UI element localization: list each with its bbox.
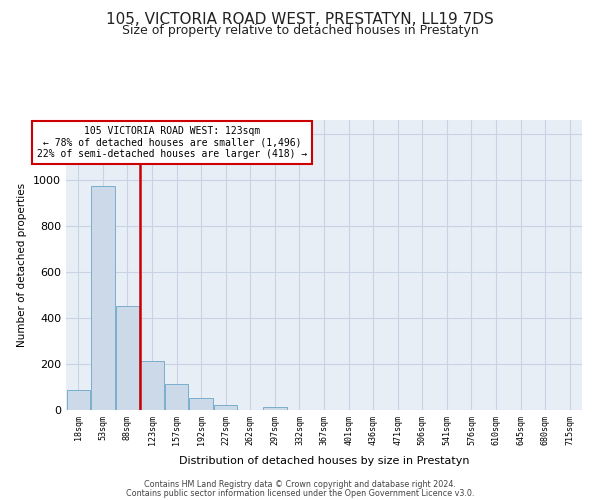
Text: Size of property relative to detached houses in Prestatyn: Size of property relative to detached ho… xyxy=(122,24,478,37)
Y-axis label: Number of detached properties: Number of detached properties xyxy=(17,183,28,347)
Bar xyxy=(91,186,115,410)
Text: Contains public sector information licensed under the Open Government Licence v3: Contains public sector information licen… xyxy=(126,488,474,498)
Text: Contains HM Land Registry data © Crown copyright and database right 2024.: Contains HM Land Registry data © Crown c… xyxy=(144,480,456,489)
Bar xyxy=(165,384,188,410)
Bar xyxy=(214,406,238,410)
Text: 105, VICTORIA ROAD WEST, PRESTATYN, LL19 7DS: 105, VICTORIA ROAD WEST, PRESTATYN, LL19… xyxy=(106,12,494,28)
Bar xyxy=(190,398,213,410)
Bar xyxy=(263,407,287,410)
Bar xyxy=(116,306,139,410)
Bar xyxy=(140,360,164,410)
Text: 105 VICTORIA ROAD WEST: 123sqm
← 78% of detached houses are smaller (1,496)
22% : 105 VICTORIA ROAD WEST: 123sqm ← 78% of … xyxy=(37,126,307,159)
Bar xyxy=(67,390,90,410)
X-axis label: Distribution of detached houses by size in Prestatyn: Distribution of detached houses by size … xyxy=(179,456,469,466)
